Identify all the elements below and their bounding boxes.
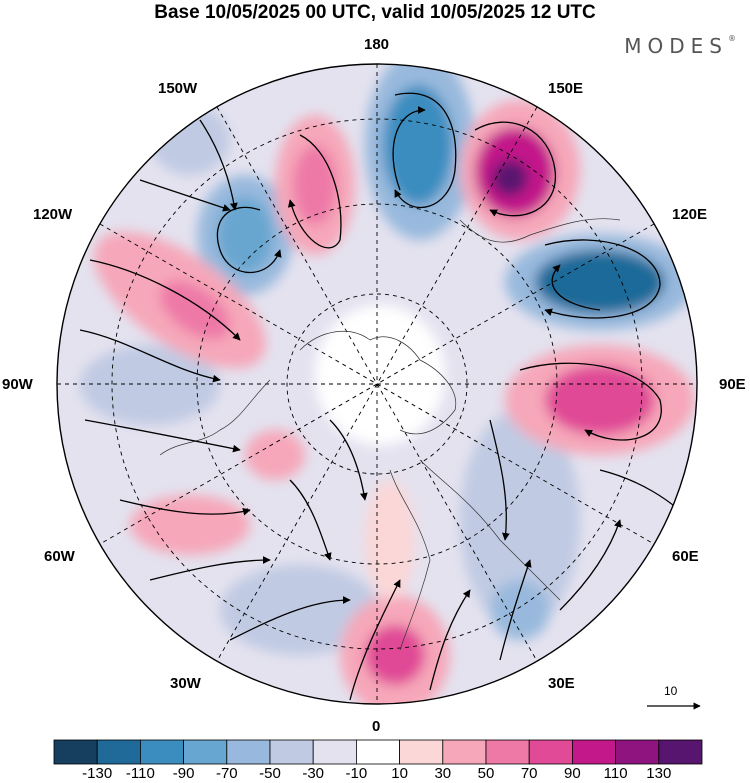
brand-name: MODES [624, 34, 728, 58]
lon-label-30e: 30E [548, 675, 575, 692]
colorbar-swatch [96, 739, 141, 765]
colorbar-tick-label: -50 [259, 765, 281, 782]
lon-label-180: 180 [364, 36, 390, 53]
lon-label-120e: 120E [672, 206, 708, 223]
map-disk [57, 64, 697, 704]
colorbar-tick-label: -110 [125, 765, 155, 782]
lon-label-90e: 90E [719, 376, 746, 393]
colorbar-tick-label: 50 [477, 765, 495, 782]
lon-label-0: 0 [372, 718, 381, 735]
colorbar-tick-label: 10 [391, 765, 408, 782]
colorbar-swatch [183, 739, 228, 765]
colorbar-tick-label: -10 [345, 765, 368, 782]
colorbar-swatch [355, 739, 400, 765]
colorbar-tick-label: 130 [646, 765, 672, 782]
brand-logo: MODES® [624, 34, 736, 58]
wind-streamlines [79, 92, 693, 701]
colorbar-swatch [485, 739, 530, 765]
lon-label-150e: 150E [548, 80, 584, 97]
lon-label-30w: 30W [170, 675, 201, 692]
colorbar-swatch [658, 739, 703, 765]
colorbar-swatch [615, 739, 660, 765]
colorbar-swatch [226, 739, 271, 765]
colorbar [53, 739, 703, 765]
coastlines [159, 218, 621, 651]
map-border [56, 63, 698, 705]
brand-mark: ® [728, 34, 736, 43]
colorbar-tick-label: 30 [434, 765, 452, 782]
colorbar-tick-label: 110 [603, 765, 628, 782]
colorbar-swatch [528, 739, 573, 765]
colorbar-tick-label: -70 [215, 765, 238, 782]
colorbar-tick-label: 90 [564, 765, 581, 782]
anomaly-shading [80, 64, 695, 704]
colorbar-tick-label: 70 [520, 765, 538, 782]
lon-label-60w: 60W [44, 548, 75, 565]
colorbar-swatch [269, 739, 314, 765]
colorbar-tick-label: -30 [302, 765, 325, 782]
colorbar-swatch [399, 739, 444, 765]
reference-vector-label: 10 [664, 684, 678, 698]
colorbar-swatch [572, 739, 617, 765]
lon-label-60e: 60E [672, 548, 699, 565]
lon-label-120w: 120W [33, 206, 73, 223]
map-title: Base 10/05/2025 00 UTC, valid 10/05/2025… [154, 2, 596, 23]
colorbar-tick-label: -130 [82, 765, 113, 782]
colorbar-swatch [139, 739, 184, 765]
colorbar-swatch [53, 739, 98, 765]
lon-label-90w: 90W [2, 376, 33, 393]
colorbar-swatch [442, 739, 487, 765]
graticule [57, 64, 697, 704]
colorbar-swatch [312, 739, 357, 765]
lon-label-150w: 150W [158, 80, 198, 97]
colorbar-tick-label: -90 [172, 765, 195, 782]
